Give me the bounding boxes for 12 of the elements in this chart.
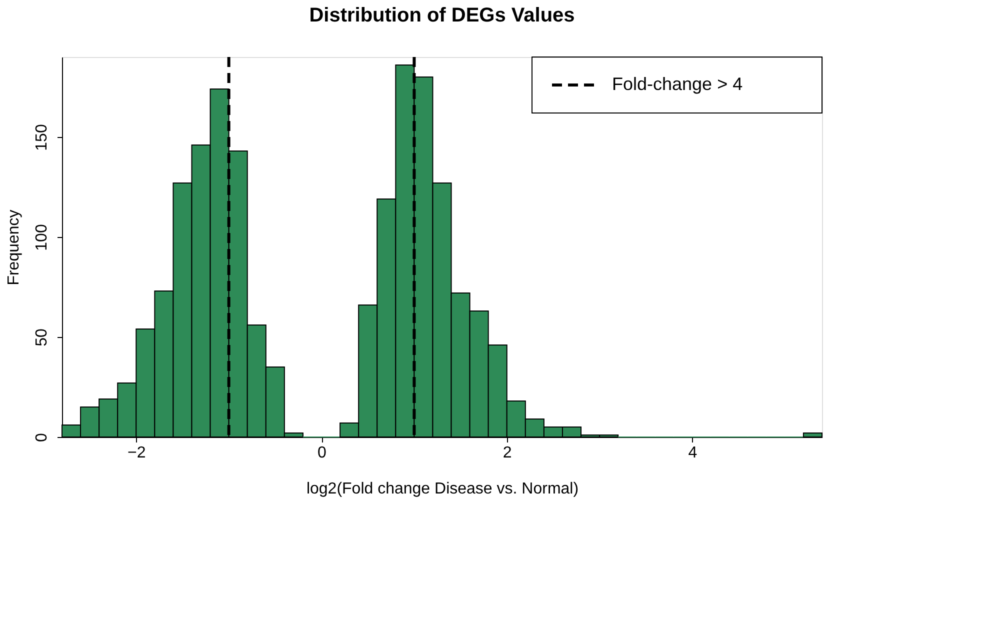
- y-axis-title: Frequency: [6, 210, 22, 286]
- y-tick-label: 150: [34, 124, 50, 151]
- y-tick-label: 50: [34, 328, 50, 346]
- x-tick-label: 0: [318, 444, 327, 462]
- x-tick-label: 2: [502, 444, 512, 462]
- x-tick-label: −2: [128, 444, 146, 462]
- x-axis-title: log2(Fold change Disease vs. Normal): [306, 480, 579, 498]
- y-tick-label: 100: [34, 224, 50, 251]
- ref-line-label: Fold-change > 4: [612, 74, 743, 94]
- x-tick-label: 4: [688, 444, 698, 462]
- y-tick-label: 0: [34, 432, 50, 442]
- chart-title: Distribution of DEGs Values: [309, 4, 575, 26]
